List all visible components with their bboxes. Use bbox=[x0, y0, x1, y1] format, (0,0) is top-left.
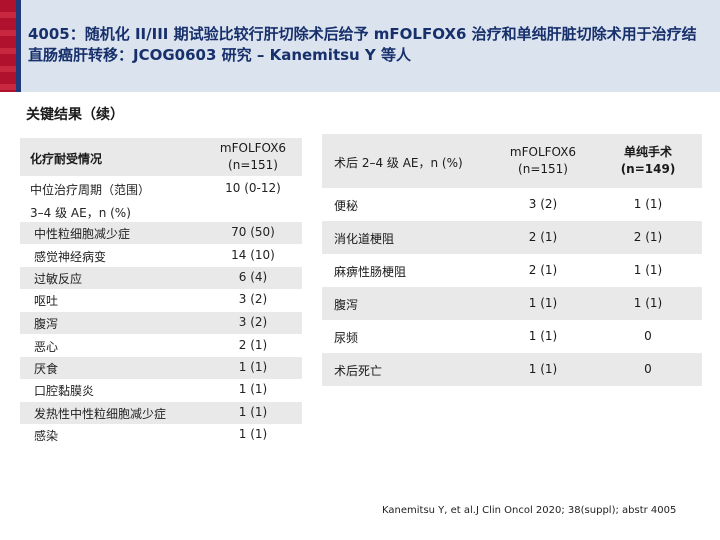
row-value: 6 (4) bbox=[238, 270, 268, 284]
decorative-bar bbox=[16, 0, 21, 92]
table-row: 消化道梗阻 2 (1) 2 (1) bbox=[322, 221, 702, 254]
row-value-surgery: 2 (1) bbox=[633, 230, 663, 244]
header-arm: mFOLFOX6 (n=151) bbox=[219, 141, 287, 172]
table-row: 呕吐 3 (2) bbox=[20, 289, 302, 311]
row-label: 口腔黏膜炎 bbox=[34, 384, 95, 398]
row-value-surgery: 1 (1) bbox=[633, 263, 663, 277]
table-row: 过敏反应 6 (4) bbox=[20, 267, 302, 289]
row-value-chemo: 1 (1) bbox=[528, 296, 558, 310]
table-row: 腹泻 1 (1) 1 (1) bbox=[322, 287, 702, 320]
row-value: 1 (1) bbox=[238, 382, 268, 396]
table-row: 中位治疗周期（范围） 10 (0-12) bbox=[20, 178, 302, 200]
table-row: 口腔黏膜炎 1 (1) bbox=[20, 379, 302, 401]
row-value: 1 (1) bbox=[238, 360, 268, 374]
header-arm-surgery: 单纯手术 (n=149) bbox=[620, 145, 676, 176]
row-label: 腹泻 bbox=[334, 298, 359, 312]
row-value-surgery: 0 bbox=[644, 362, 652, 376]
row-label: 腹泻 bbox=[34, 317, 59, 331]
row-value: 3 (2) bbox=[238, 292, 268, 306]
table-row: 感觉神经病变 14 (10) bbox=[20, 245, 302, 267]
table-row: 尿频 1 (1) 0 bbox=[322, 320, 702, 353]
row-value: 2 (1) bbox=[238, 338, 268, 352]
row-value-chemo: 3 (2) bbox=[528, 197, 558, 211]
row-value-chemo: 1 (1) bbox=[528, 362, 558, 376]
header-arm-chemo: mFOLFOX6 (n=151) bbox=[509, 145, 577, 176]
row-value-chemo: 2 (1) bbox=[528, 230, 558, 244]
row-label: 厌食 bbox=[34, 362, 59, 376]
row-value-chemo: 2 (1) bbox=[528, 263, 558, 277]
row-label: 术后死亡 bbox=[334, 364, 383, 378]
table-row: 感染 1 (1) bbox=[20, 424, 302, 446]
citation: Kanemitsu Y, et al.J Clin Oncol 2020; 38… bbox=[382, 505, 677, 516]
row-label: 发热性中性粒细胞减少症 bbox=[34, 407, 167, 421]
table-row: 术后死亡 1 (1) 0 bbox=[322, 353, 702, 386]
table-header: 化疗耐受情况 mFOLFOX6 (n=151) bbox=[20, 138, 302, 176]
table-row: 厌食 1 (1) bbox=[20, 357, 302, 379]
row-label: 麻痹性肠梗阻 bbox=[334, 265, 407, 279]
table-row: 中性粒细胞减少症 70 (50) bbox=[20, 222, 302, 244]
header-label: 化疗耐受情况 bbox=[30, 152, 103, 166]
table-row: 便秘 3 (2) 1 (1) bbox=[322, 188, 702, 221]
table-row: 3–4 级 AE，n (%) bbox=[20, 201, 302, 223]
row-label: 3–4 级 AE，n (%) bbox=[30, 206, 131, 220]
row-value-surgery: 1 (1) bbox=[633, 197, 663, 211]
row-value-surgery: 1 (1) bbox=[633, 296, 663, 310]
row-label: 中位治疗周期（范围） bbox=[30, 183, 151, 197]
table-row: 腹泻 3 (2) bbox=[20, 312, 302, 334]
row-label: 恶心 bbox=[34, 340, 59, 354]
row-value-surgery: 0 bbox=[644, 329, 652, 343]
row-label: 中性粒细胞减少症 bbox=[34, 227, 131, 241]
row-value: 1 (1) bbox=[238, 427, 268, 441]
row-label: 便秘 bbox=[334, 199, 359, 213]
row-value-chemo: 1 (1) bbox=[528, 329, 558, 343]
decorative-stripe bbox=[0, 0, 16, 92]
header-label: 术后 2–4 级 AE，n (%) bbox=[334, 156, 463, 170]
row-value: 3 (2) bbox=[238, 315, 268, 329]
slide-title: 4005：随机化 II/III 期试验比较行肝切除术后给予 mFOLFOX6 治… bbox=[28, 25, 697, 64]
row-label: 消化道梗阻 bbox=[334, 232, 395, 246]
row-label: 过敏反应 bbox=[34, 272, 83, 286]
table-row: 恶心 2 (1) bbox=[20, 335, 302, 357]
row-value: 1 (1) bbox=[238, 405, 268, 419]
row-label: 感觉神经病变 bbox=[34, 250, 107, 264]
table-header: 术后 2–4 级 AE，n (%) mFOLFOX6 (n=151) 单纯手术 (n… bbox=[322, 134, 702, 188]
row-value: 14 (10) bbox=[231, 248, 275, 262]
table-row: 发热性中性粒细胞减少症 1 (1) bbox=[20, 402, 302, 424]
section-title: 关键结果（续） bbox=[26, 107, 124, 123]
row-label: 呕吐 bbox=[34, 294, 59, 308]
row-label: 感染 bbox=[34, 429, 59, 443]
row-value: 10 (0-12) bbox=[225, 181, 281, 195]
title-banner: 4005：随机化 II/III 期试验比较行肝切除术后给予 mFOLFOX6 治… bbox=[0, 0, 720, 92]
table-row: 麻痹性肠梗阻 2 (1) 1 (1) bbox=[322, 254, 702, 287]
row-label: 尿频 bbox=[334, 331, 359, 345]
row-value: 70 (50) bbox=[231, 225, 275, 239]
